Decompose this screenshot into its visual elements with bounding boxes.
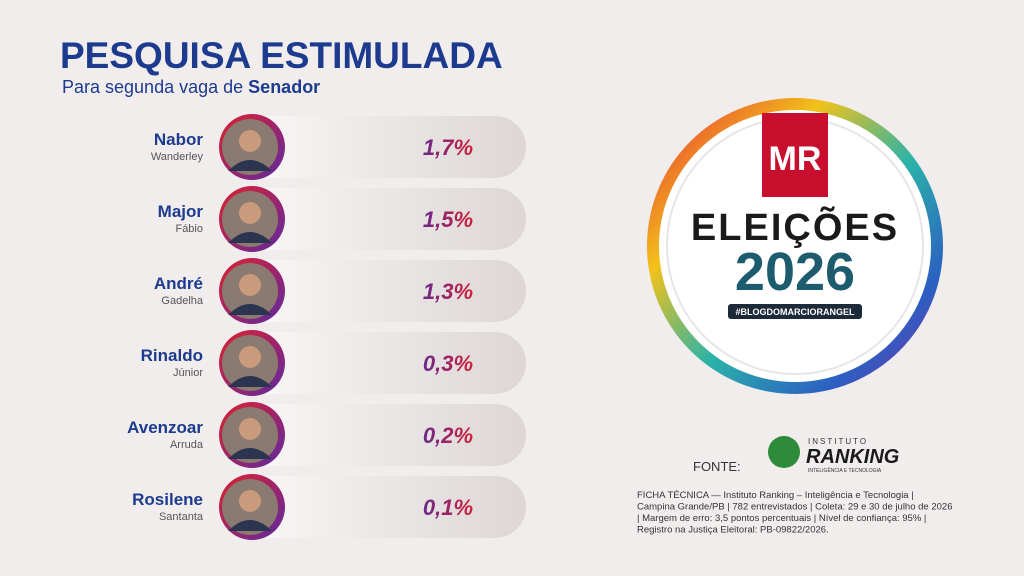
ranking-name: RANKING <box>806 446 899 468</box>
photo-body <box>228 304 272 315</box>
photo-head <box>239 418 261 440</box>
last-name: Gadelha <box>161 295 203 307</box>
photo-body <box>228 376 272 387</box>
first-name: Avenzoar <box>127 418 203 437</box>
subtitle: Para segunda vaga de Senador <box>62 77 320 97</box>
first-name: Rosilene <box>132 490 203 509</box>
last-name: Arruda <box>170 439 204 451</box>
logo-mr-box <box>762 113 828 197</box>
last-name: Fábio <box>175 223 203 235</box>
logo-title: ELEIÇÕES <box>691 205 899 249</box>
photo-head <box>239 130 261 152</box>
pill <box>240 188 526 250</box>
pill <box>240 116 526 178</box>
note-line: Registro na Justiça Eleitoral: PB-09822/… <box>637 525 829 536</box>
photo-head <box>239 202 261 224</box>
title: PESQUISA ESTIMULADA <box>60 35 503 76</box>
source-label: FONTE: <box>693 459 741 474</box>
subtitle-text: Para segunda vaga de <box>62 77 243 97</box>
candidate-list: Nabor Wanderley 1,7% Major Fábio 1,5% André Gad… <box>127 114 526 540</box>
note-line: Campina Grande/PB | 782 entrevistados | … <box>637 502 952 513</box>
photo-body <box>228 160 272 171</box>
pill <box>240 476 526 538</box>
subtitle-emphasis: Senador <box>248 77 320 97</box>
value: 1,7% <box>423 135 473 160</box>
ranking-icon <box>768 436 800 468</box>
last-name: Wanderley <box>151 151 204 163</box>
photo-body <box>228 232 272 243</box>
note-line: | Margem de erro: 3,5 pontos percentuais… <box>637 513 926 524</box>
value: 1,5% <box>423 207 473 232</box>
value: 0,1% <box>423 495 473 520</box>
first-name: André <box>154 274 203 293</box>
first-name: Nabor <box>154 130 204 149</box>
notes: FICHA TÉCNICA — Instituto Ranking – Inte… <box>637 490 952 536</box>
event-logo: MR ELEIÇÕES 2026 #BLOGDOMARCIORANGEL <box>647 98 943 394</box>
logo-tag: #BLOGDOMARCIORANGEL <box>736 307 856 317</box>
pill <box>240 260 526 322</box>
first-name: Major <box>158 202 204 221</box>
logo-inner <box>659 110 931 382</box>
photo-head <box>239 490 261 512</box>
photo-head <box>239 346 261 368</box>
value: 0,2% <box>423 423 473 448</box>
value: 0,3% <box>423 351 473 376</box>
pill <box>240 332 526 394</box>
note-line: FICHA TÉCNICA — Instituto Ranking – Inte… <box>637 490 914 501</box>
last-name: Santanta <box>159 511 204 523</box>
logo-tag-box <box>728 304 862 319</box>
pill <box>240 404 526 466</box>
photo-body <box>228 520 272 531</box>
logo-mr: MR <box>769 140 822 178</box>
ranking-top: INSTITUTO <box>808 437 868 446</box>
ranking-sub: INTELIGÊNCIA E TECNOLOGIA <box>808 466 882 474</box>
last-name: Júnior <box>173 367 203 379</box>
value: 1,3% <box>423 279 473 304</box>
photo-head <box>239 274 261 296</box>
photo-body <box>228 448 272 459</box>
first-name: Rinaldo <box>141 346 203 365</box>
logo-year: 2026 <box>735 242 855 302</box>
